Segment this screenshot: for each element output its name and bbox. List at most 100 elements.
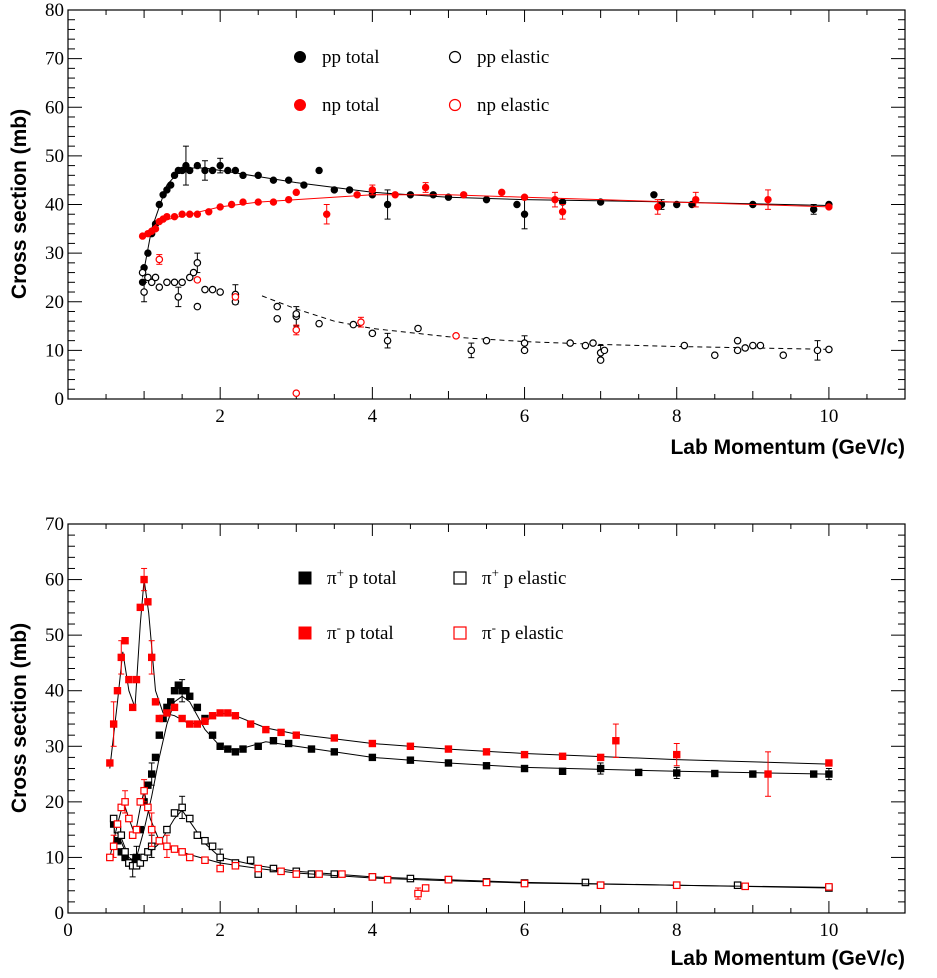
data-point	[113, 837, 122, 845]
data-point	[349, 320, 358, 329]
data-point	[121, 848, 129, 856]
data-point	[147, 825, 156, 834]
data-point	[144, 803, 152, 812]
legend-marker	[448, 50, 462, 64]
data-point	[128, 703, 137, 712]
data-point	[421, 183, 430, 192]
data-point	[414, 889, 422, 898]
y-tick-label: 0	[55, 389, 65, 410]
series-1-4	[155, 254, 460, 397]
data-point	[711, 769, 719, 778]
data-area	[138, 145, 833, 397]
data-point	[193, 210, 202, 218]
data-point	[186, 692, 194, 700]
data-point	[231, 293, 240, 301]
data-point	[216, 203, 224, 211]
data-point	[189, 268, 198, 277]
data-point	[216, 161, 224, 170]
data-point	[368, 753, 377, 762]
fit-line	[142, 167, 829, 278]
data-point	[193, 720, 202, 728]
y-tick-label: 70	[45, 514, 64, 535]
data-point	[140, 575, 148, 584]
data-point	[551, 195, 559, 204]
data-point	[612, 737, 620, 745]
data-point	[673, 750, 681, 759]
legend-marker	[298, 626, 312, 640]
data-point	[581, 341, 590, 350]
y-tick-label: 80	[45, 0, 64, 21]
series-1-2	[138, 182, 833, 240]
data-point	[231, 748, 240, 756]
data-point	[193, 276, 202, 284]
data-point	[178, 278, 186, 287]
y-tick-label: 0	[55, 903, 65, 924]
data-point	[167, 698, 175, 706]
data-point	[216, 742, 224, 750]
data-point	[406, 742, 415, 750]
data-point	[482, 195, 491, 204]
data-point	[216, 853, 224, 862]
data-point	[170, 703, 179, 712]
data-point	[144, 781, 152, 789]
data-point	[117, 831, 126, 840]
data-point	[315, 870, 323, 878]
legend-marker	[448, 98, 462, 112]
data-point	[269, 737, 278, 745]
fit-line	[261, 295, 829, 350]
data-point	[383, 336, 392, 345]
data-point	[733, 346, 742, 355]
data-point	[292, 731, 300, 739]
data-point	[254, 171, 262, 180]
data-point	[273, 302, 282, 311]
data-point	[193, 259, 202, 267]
data-point	[825, 203, 833, 211]
data-point	[254, 742, 262, 750]
data-point	[330, 748, 339, 756]
data-point	[292, 310, 301, 318]
data-point	[809, 205, 818, 214]
data-point	[185, 853, 194, 862]
fit-line	[109, 579, 829, 769]
data-point	[482, 762, 491, 770]
data-point	[178, 166, 186, 175]
y-tick-label: 20	[45, 292, 64, 313]
data-point	[315, 166, 323, 175]
y-tick-label: 50	[45, 146, 64, 167]
legend-label: np total	[322, 95, 380, 116]
data-point	[231, 166, 240, 175]
data-point	[368, 873, 377, 881]
data-point	[692, 195, 700, 204]
y-tick-label: 60	[45, 97, 64, 118]
data-point	[136, 798, 145, 806]
data-point	[315, 319, 323, 328]
data-point	[117, 803, 126, 812]
data-point	[277, 867, 285, 876]
data-point	[144, 848, 152, 856]
data-point	[155, 836, 164, 845]
data-point	[144, 598, 152, 606]
legend-label: pp total	[322, 47, 380, 68]
data-point	[444, 759, 453, 767]
x-tick-label: 6	[520, 920, 530, 941]
data-point	[330, 734, 339, 742]
x-tick-label: 4	[368, 406, 378, 427]
data-point	[338, 870, 346, 878]
data-point	[368, 329, 377, 338]
data-point	[208, 842, 217, 851]
y-tick-label: 30	[45, 736, 64, 757]
legend-marker	[298, 571, 312, 585]
data-point	[163, 212, 171, 221]
data-point	[406, 874, 415, 883]
data-point	[406, 756, 415, 764]
data-point	[201, 856, 209, 865]
legend-label: π+ p total	[327, 565, 397, 589]
y-axis-title: Cross section (mb)	[8, 109, 31, 299]
legend-marker	[294, 99, 306, 111]
data-point	[201, 836, 209, 845]
fit-line	[109, 790, 829, 888]
series-2-2	[106, 567, 833, 797]
data-point	[277, 728, 285, 737]
data-point	[239, 745, 247, 753]
